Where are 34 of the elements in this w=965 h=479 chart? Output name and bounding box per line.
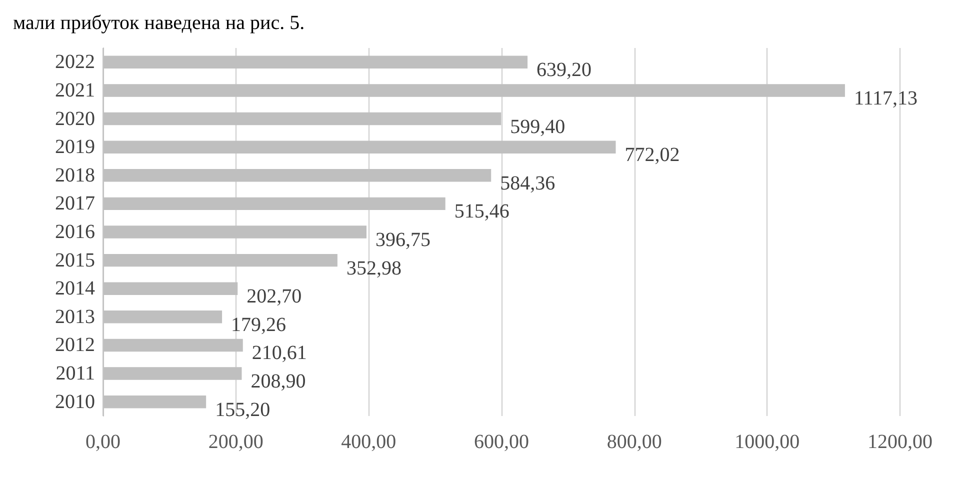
data-label: 179,26 (231, 314, 286, 336)
x-tick-label: 1200,00 (868, 431, 932, 453)
y-tick-label: 2014 (55, 278, 95, 300)
data-label: 599,40 (510, 116, 566, 138)
data-label: 210,61 (252, 342, 307, 364)
y-tick-label: 2013 (55, 306, 95, 328)
text: мали прибуток наведена на рис. 5. (13, 12, 305, 34)
x-tick-label: 600,00 (474, 431, 529, 453)
data-label: 155,20 (215, 398, 270, 421)
y-tick-label: 2019 (55, 136, 95, 158)
data-label: 1117,13 (854, 87, 918, 110)
y-tick-label: 2022 (55, 51, 95, 74)
y-tick-label: 2020 (55, 108, 95, 130)
y-tick-label: 2017 (55, 192, 95, 215)
y-tick-label: 2015 (55, 249, 95, 272)
y-tick-label: 2021 (55, 79, 95, 102)
data-label: 202,70 (246, 286, 302, 308)
data-label: 396,75 (376, 229, 431, 251)
y-tick-label: 2018 (55, 164, 95, 186)
data-label: 584,36 (500, 172, 556, 194)
y-tick-label: 2016 (55, 221, 95, 243)
y-tick-label: 2010 (55, 390, 95, 413)
x-tick-label: 1000,00 (734, 431, 800, 453)
x-tick-label: 0,00 (86, 431, 120, 453)
y-tick-label: 2011 (56, 362, 95, 385)
x-tick-label: 400,00 (341, 431, 396, 453)
data-label: 208,90 (250, 370, 306, 393)
data-label: 772,02 (624, 144, 680, 166)
x-tick-label: 200,00 (208, 431, 264, 453)
data-label: 639,20 (536, 59, 592, 82)
data-label: 515,46 (454, 200, 510, 223)
y-tick-label: 2012 (55, 334, 95, 356)
x-tick-label: 800,00 (606, 431, 662, 453)
data-label: 352,98 (346, 257, 402, 280)
